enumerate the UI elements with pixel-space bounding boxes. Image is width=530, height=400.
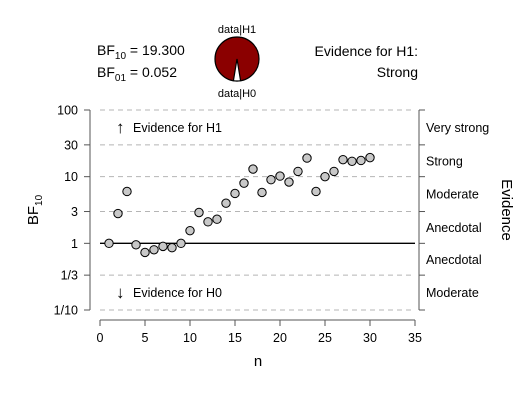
- annotation-evidence-h1: ↑ Evidence for H1: [116, 118, 222, 137]
- data-point: [365, 152, 375, 163]
- data-point: [140, 247, 150, 258]
- data-point: [113, 208, 123, 219]
- data-point: [212, 214, 222, 224]
- bf01-readout: BF01 = 0.052: [97, 63, 177, 88]
- annotation-evidence-h0: ↓ Evidence for H0: [116, 283, 222, 302]
- x-tick-label: 5: [142, 331, 149, 345]
- y-tick-label: 30: [64, 138, 78, 152]
- bf10-subscript: 10: [114, 50, 127, 62]
- data-points: [104, 152, 375, 258]
- bf01-label: BF: [97, 64, 115, 80]
- annotation-h1-label: Evidence for H1: [133, 121, 222, 135]
- pie-bottom-label: data|H0: [218, 88, 256, 100]
- pie-slice-h0: [232, 58, 242, 82]
- y-tick-label: 1/10: [54, 304, 78, 318]
- data-point: [275, 171, 285, 181]
- bf10-readout: BF10 = 19.300: [97, 41, 185, 66]
- data-point: [149, 245, 159, 255]
- evidence-category-label: Strong: [426, 154, 463, 168]
- bf01-value: = 0.052: [129, 64, 178, 80]
- evidence-category-label: Very strong: [426, 121, 489, 135]
- data-point: [230, 188, 240, 199]
- y-tick-label: 3: [71, 205, 78, 219]
- y-tick-label: 1: [71, 237, 78, 251]
- data-point: [167, 243, 177, 253]
- data-point: [320, 171, 330, 182]
- evidence-category-label: Anecdotal: [426, 221, 482, 235]
- data-point: [311, 186, 321, 197]
- annotation-h0-label: Evidence for H0: [133, 286, 222, 300]
- pie-chart: data|H1 data|H0: [214, 24, 260, 100]
- bf01-subscript: 01: [114, 72, 127, 84]
- data-point: [194, 207, 204, 218]
- y-tick-label: 1/3: [61, 269, 78, 283]
- data-point: [176, 238, 186, 249]
- data-point: [302, 153, 312, 163]
- data-point: [221, 198, 231, 208]
- data-point: [266, 175, 276, 185]
- x-tick-label: 15: [228, 331, 242, 345]
- y-tick-label: 100: [57, 104, 78, 118]
- data-point: [158, 241, 168, 252]
- data-point: [131, 240, 141, 250]
- data-point: [257, 187, 267, 198]
- x-tick-label: 25: [318, 331, 332, 345]
- data-point: [239, 178, 249, 188]
- evidence-summary-line1: Evidence for H1:: [314, 43, 419, 59]
- data-point: [293, 166, 303, 177]
- x-tick-label: 0: [97, 331, 104, 345]
- x-tick-label: 10: [183, 331, 197, 345]
- evidence-category-label: Moderate: [426, 188, 479, 202]
- x-axis-title: n: [254, 353, 262, 370]
- data-point: [329, 166, 339, 177]
- x-tick-label: 35: [408, 331, 422, 345]
- x-tick-label: 30: [363, 331, 377, 345]
- data-point: [284, 177, 294, 187]
- y-tick-label: 10: [64, 170, 78, 184]
- x-tick-label: 20: [273, 331, 287, 345]
- grid-lines: [100, 109, 415, 311]
- arrow-down-icon: ↓: [116, 283, 125, 302]
- data-point: [203, 217, 213, 227]
- axes: 1/10 1/3 1 3 10 30 100 0 5 10 15 20 25 30 35 Very stron…: [54, 104, 490, 346]
- data-point: [248, 164, 258, 174]
- bf10-label: BF: [97, 42, 115, 58]
- data-point: [122, 186, 132, 197]
- data-point: [185, 225, 195, 236]
- right-axis-title: Evidence: [498, 179, 515, 241]
- evidence-summary-line2: Strong: [376, 64, 418, 80]
- data-point: [356, 155, 366, 166]
- y-axis-title: BF10: [25, 194, 45, 225]
- bf10-value: = 19.300: [129, 42, 185, 58]
- data-point: [347, 156, 357, 167]
- evidence-category-label: Anecdotal: [426, 253, 482, 267]
- pie-top-label: data|H1: [218, 24, 256, 36]
- data-point: [104, 238, 114, 249]
- evidence-category-label: Moderate: [426, 286, 479, 300]
- arrow-up-icon: ↑: [116, 118, 125, 137]
- data-point: [338, 154, 348, 165]
